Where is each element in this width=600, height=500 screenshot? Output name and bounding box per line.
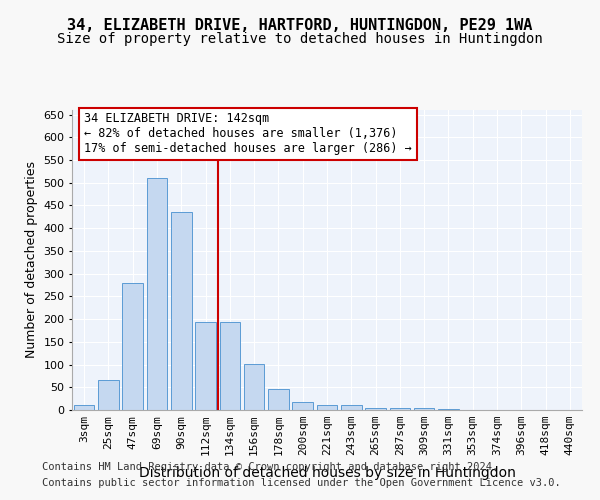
Bar (292, 402, 313, 410)
Bar (98, 380, 119, 410)
Bar (365, 408, 386, 410)
Text: 34, ELIZABETH DRIVE, HARTFORD, HUNTINGDON, PE29 1WA: 34, ELIZABETH DRIVE, HARTFORD, HUNTINGDO… (67, 18, 533, 32)
Text: Size of property relative to detached houses in Huntingdon: Size of property relative to detached ho… (57, 32, 543, 46)
X-axis label: Distribution of detached houses by size in Huntingdon: Distribution of detached houses by size … (139, 466, 515, 480)
Bar (438, 409, 459, 410)
Bar (171, 212, 191, 410)
Bar (389, 408, 410, 410)
Bar (414, 408, 434, 410)
Bar (244, 364, 265, 410)
Bar (74, 406, 94, 410)
Bar (220, 322, 240, 410)
Text: Contains public sector information licensed under the Open Government Licence v3: Contains public sector information licen… (42, 478, 561, 488)
Bar (122, 282, 143, 410)
Bar (195, 322, 216, 410)
Text: Contains HM Land Registry data © Crown copyright and database right 2024.: Contains HM Land Registry data © Crown c… (42, 462, 498, 472)
Bar (317, 404, 337, 410)
Y-axis label: Number of detached properties: Number of detached properties (25, 162, 38, 358)
Text: 34 ELIZABETH DRIVE: 142sqm
← 82% of detached houses are smaller (1,376)
17% of s: 34 ELIZABETH DRIVE: 142sqm ← 82% of deta… (84, 112, 412, 156)
Bar (146, 178, 167, 410)
Bar (341, 406, 362, 410)
Bar (268, 388, 289, 410)
